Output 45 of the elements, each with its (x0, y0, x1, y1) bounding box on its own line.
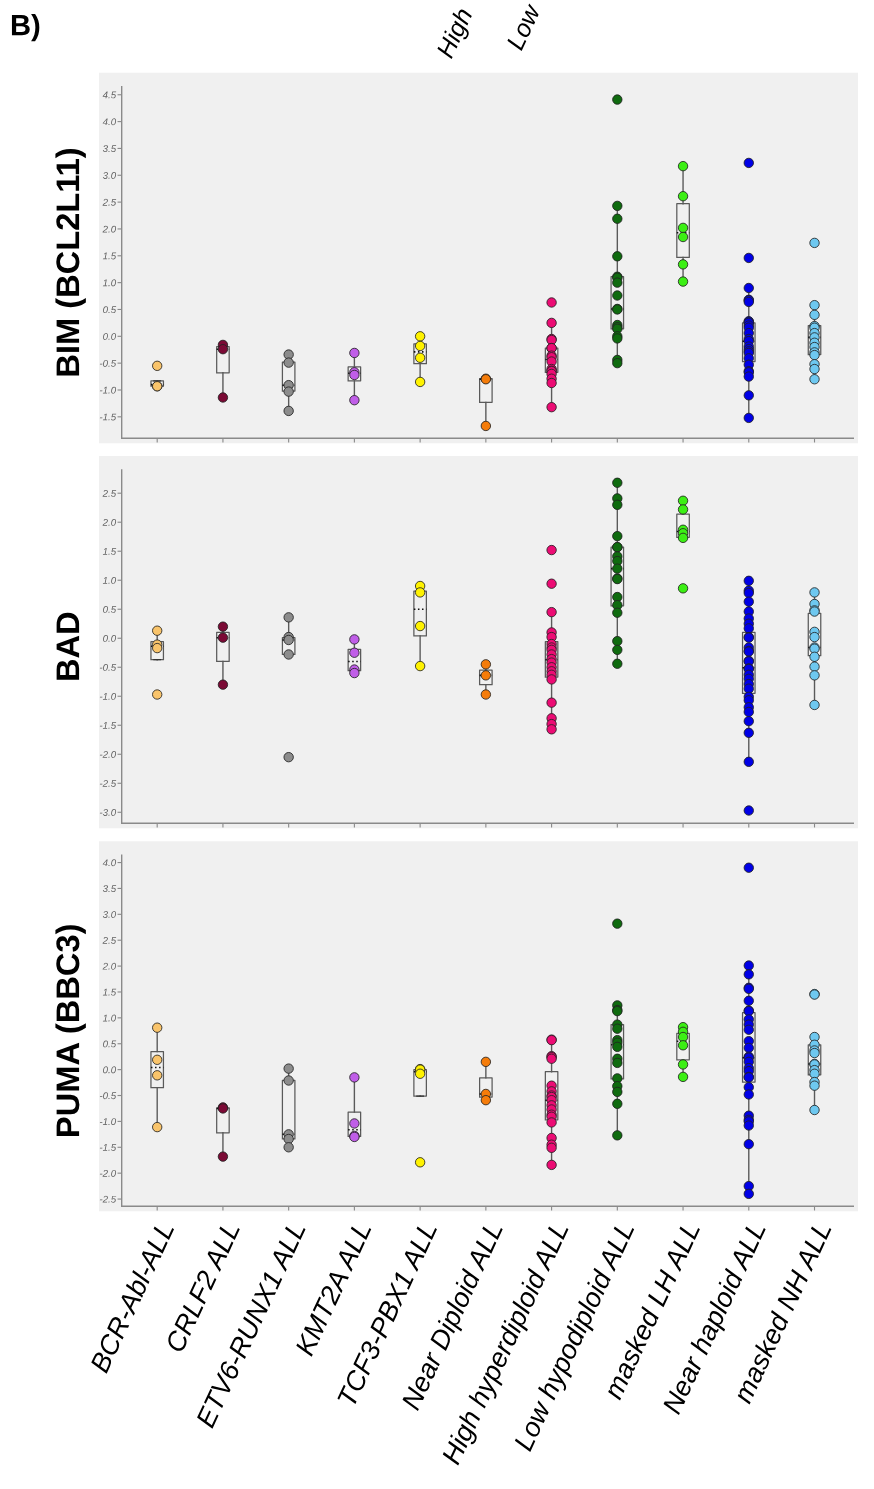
y-tick-label: 0.5 (103, 306, 117, 314)
y-tick-label: -2.5 (99, 780, 117, 787)
text: B) (11, 14, 40, 42)
y-tick-label: -2.0 (99, 1169, 117, 1177)
y-tick-label: -0.5 (99, 359, 117, 367)
y-tick-label: 0.5 (103, 605, 117, 613)
y-tick-label: 4.5 (102, 91, 117, 99)
y-tick-label: -1.5 (99, 413, 117, 421)
text: High (435, 6, 478, 62)
y-tick-label: -1.5 (99, 722, 117, 729)
y-tick-label: 2.0 (102, 518, 117, 526)
y-tick-label: -1.0 (99, 692, 117, 700)
y-tick-label: 2.5 (102, 489, 117, 497)
y-tick-label: -3.0 (99, 809, 117, 816)
y-tick-label: 3.0 (102, 172, 117, 179)
y-tick-label: 1.0 (102, 1014, 117, 1022)
y-tick-label: 2.5 (102, 936, 117, 944)
y-tick-label: -2.5 (99, 1195, 117, 1203)
y-tick-label: 1.5 (102, 548, 117, 555)
y-tick-label: 3.0 (102, 911, 117, 918)
y-tick-label: 2.5 (102, 198, 117, 206)
y-tick-label: -0.5 (99, 663, 117, 671)
y-tick-label: 0.0 (103, 333, 117, 340)
text: Low (506, 1, 542, 52)
y-tick-label: -1.0 (99, 1118, 117, 1126)
y-tick-label: 1.5 (102, 252, 117, 260)
y-tick-label: 4.0 (102, 118, 117, 126)
y-tick-label: 2.0 (102, 225, 117, 233)
y-tick-label: 0.0 (103, 634, 117, 642)
y-axis-title: BAD (56, 612, 80, 680)
y-axis-title: PUMA (BBC3) (55, 925, 86, 1136)
y-tick-label: 0.0 (103, 1066, 117, 1074)
y-tick-label: -2.0 (99, 751, 117, 758)
y-tick-label: 0.5 (103, 1040, 117, 1048)
y-tick-label: 3.5 (102, 145, 117, 153)
y-axis-title: BIM (BCL2L11) (55, 148, 86, 376)
y-tick-label: -1.5 (99, 1144, 117, 1151)
y-tick-label: 1.0 (102, 576, 117, 584)
y-tick-label: 1.0 (102, 279, 117, 287)
y-tick-label: 2.0 (102, 962, 117, 970)
y-tick-label: 1.5 (102, 988, 117, 996)
y-tick-label: 4.0 (102, 859, 117, 867)
y-tick-label: -0.5 (99, 1092, 117, 1100)
y-tick-label: -1.0 (99, 386, 117, 394)
y-tick-label: 3.5 (102, 885, 117, 893)
